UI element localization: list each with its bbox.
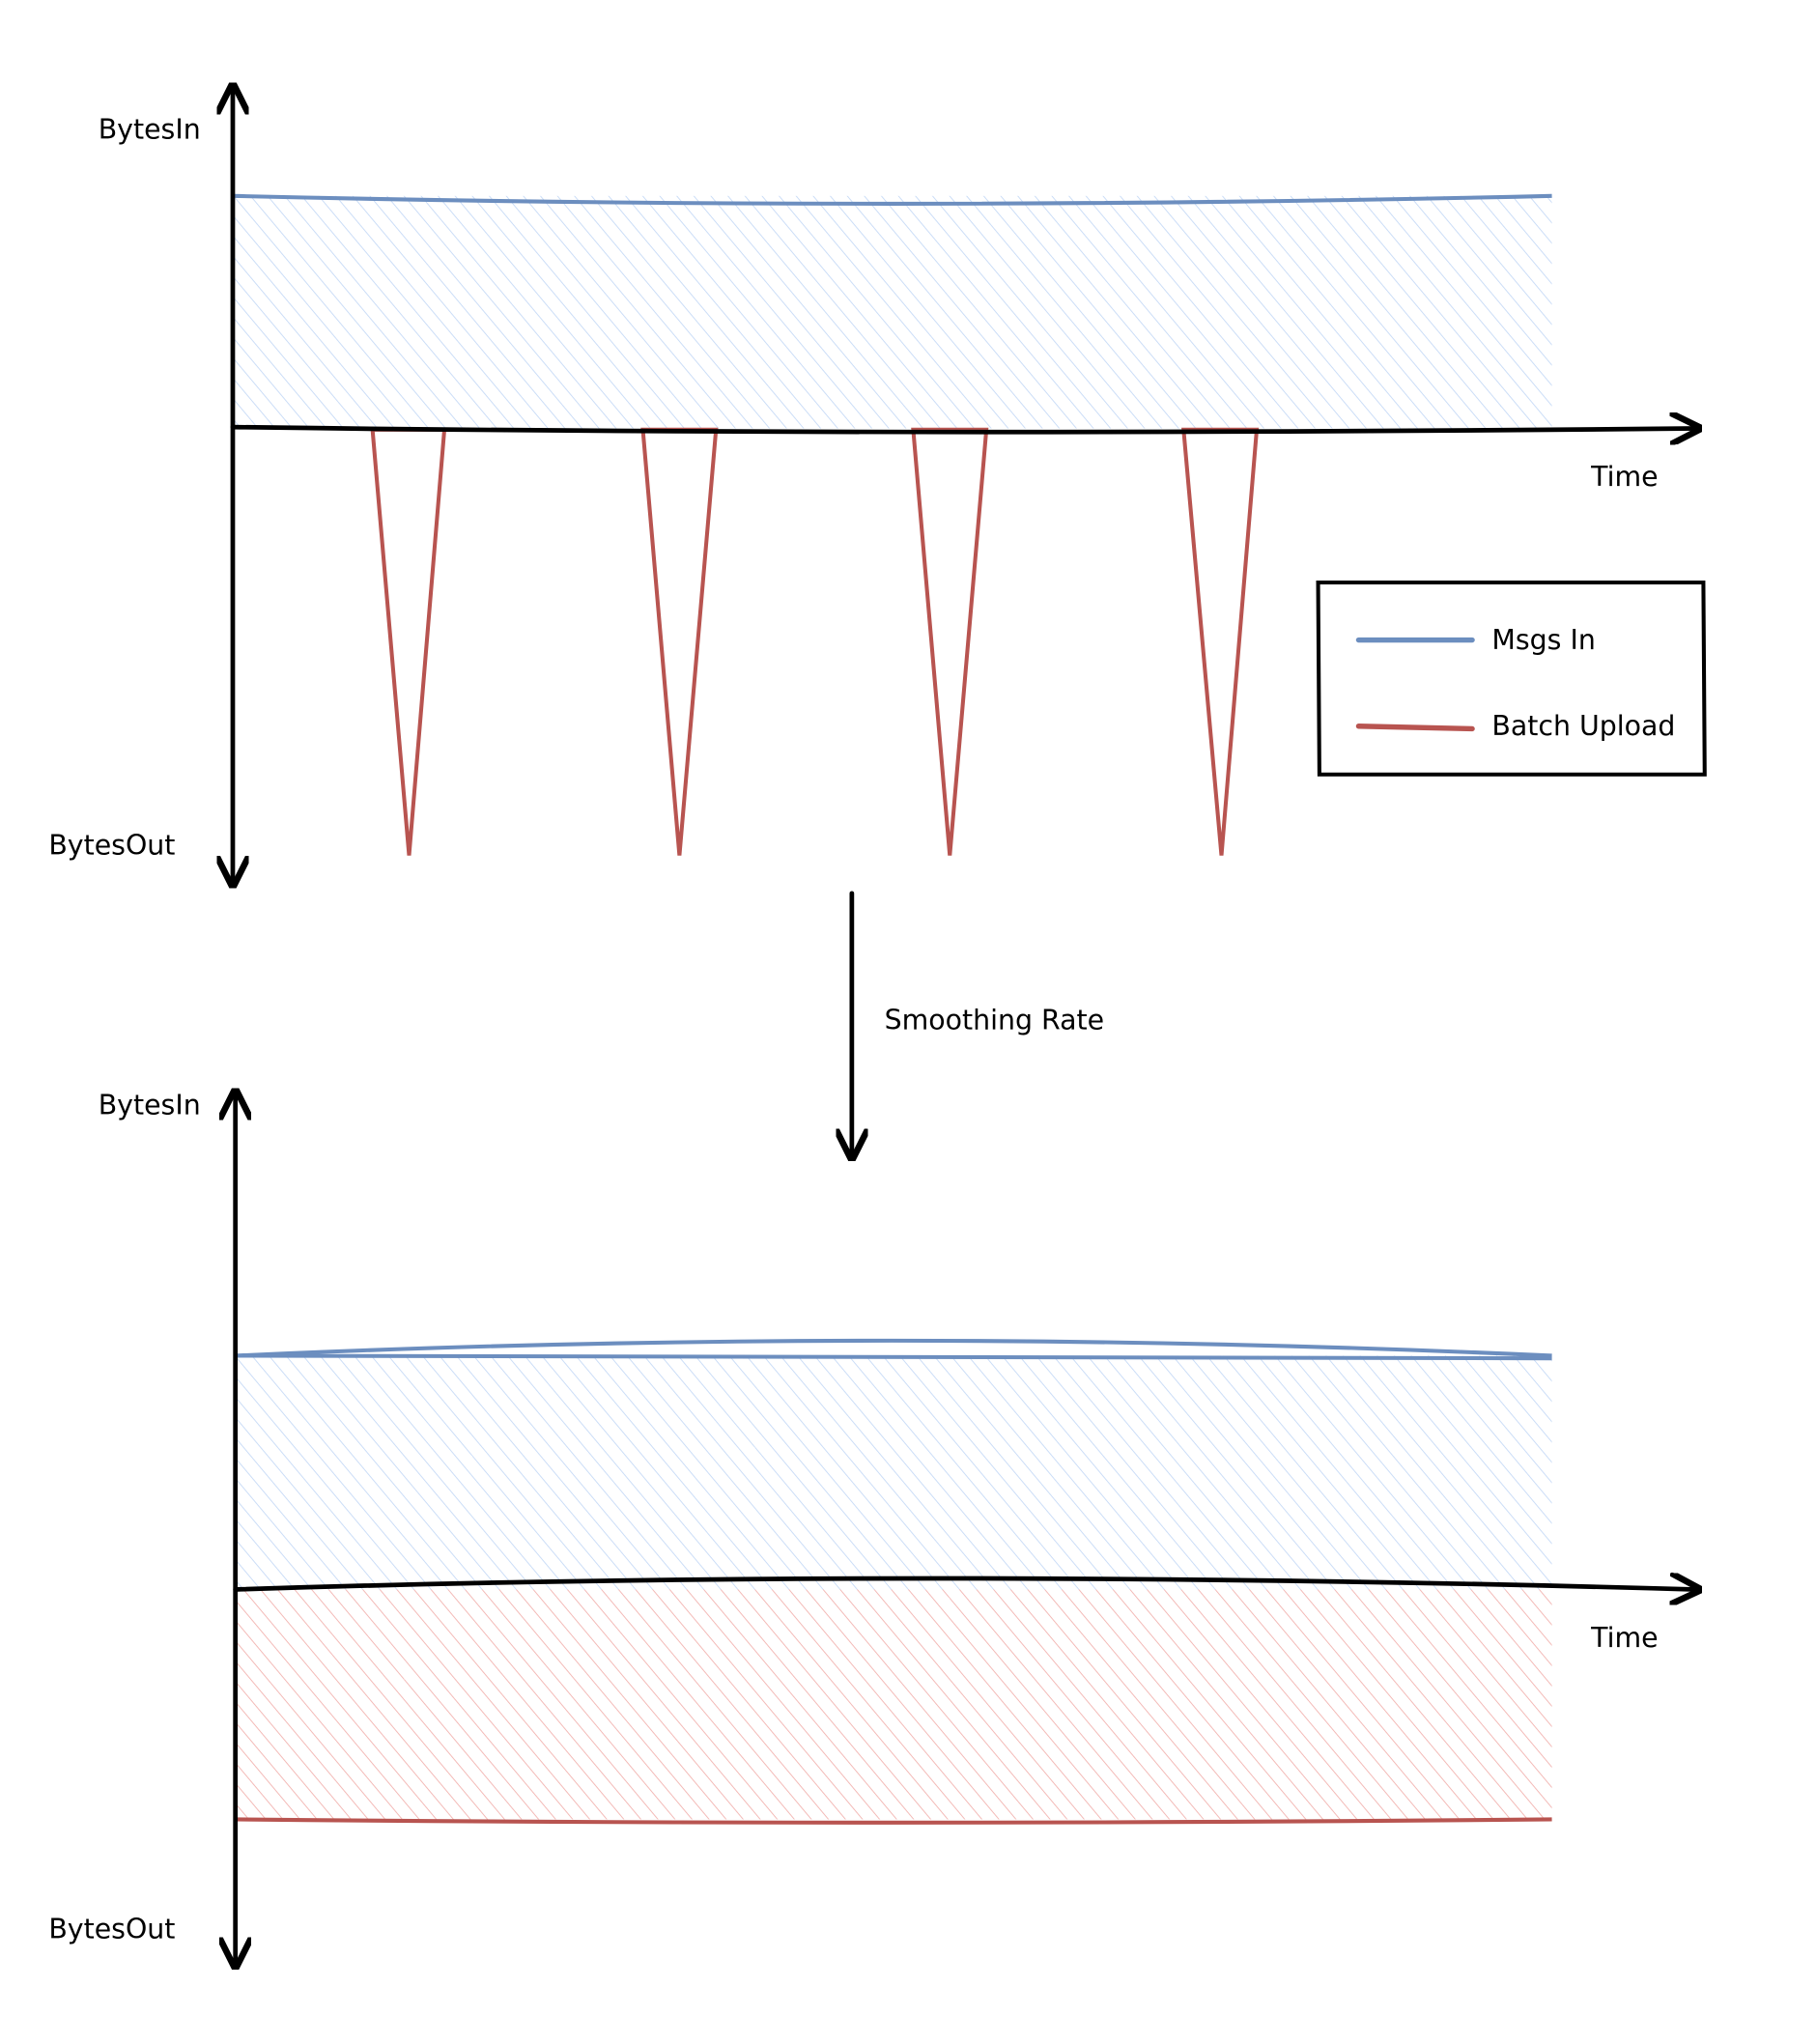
- legend-box: [1316, 580, 1707, 777]
- y-axis-top-label: BytesIn: [99, 1089, 201, 1121]
- x-axis-label: Time: [1590, 1622, 1658, 1654]
- legend-swatch-batch-upload: [1355, 724, 1475, 732]
- batch-upload-spike: [911, 427, 989, 856]
- legend: Msgs In Batch Upload: [1316, 580, 1707, 777]
- smoothing-transition: Smoothing Rate: [852, 891, 1104, 1154]
- batch-upload-spike: [640, 427, 719, 856]
- x-axis: [230, 427, 1695, 432]
- bottom-chart: BytesIn BytesOut Time: [48, 1089, 1695, 1963]
- y-axis-bottom-label: BytesOut: [48, 1913, 175, 1945]
- batch-upload-spikes: [370, 427, 1260, 856]
- y-axis-top-label: BytesIn: [99, 113, 201, 145]
- msgs-in-line: [232, 193, 1552, 206]
- y-axis-bottom-label: BytesOut: [48, 829, 175, 861]
- legend-label-msgs-in: Msgs In: [1491, 624, 1595, 656]
- legend-label-batch-upload: Batch Upload: [1491, 710, 1675, 742]
- msgs-in-area: [232, 195, 1552, 429]
- smoothing-rate-label: Smoothing Rate: [885, 1004, 1104, 1036]
- msgs-in-area: [235, 1355, 1552, 1590]
- batch-upload-spike: [370, 427, 447, 856]
- batch-upload-line: [235, 1817, 1552, 1825]
- x-axis: [233, 1578, 1696, 1589]
- x-axis-label: Time: [1590, 461, 1658, 493]
- batch-upload-area: [235, 1589, 1552, 1820]
- batch-upload-spike: [1181, 427, 1260, 856]
- top-chart: BytesIn BytesOut Time: [48, 89, 1695, 882]
- msgs-in-line: [235, 1338, 1552, 1361]
